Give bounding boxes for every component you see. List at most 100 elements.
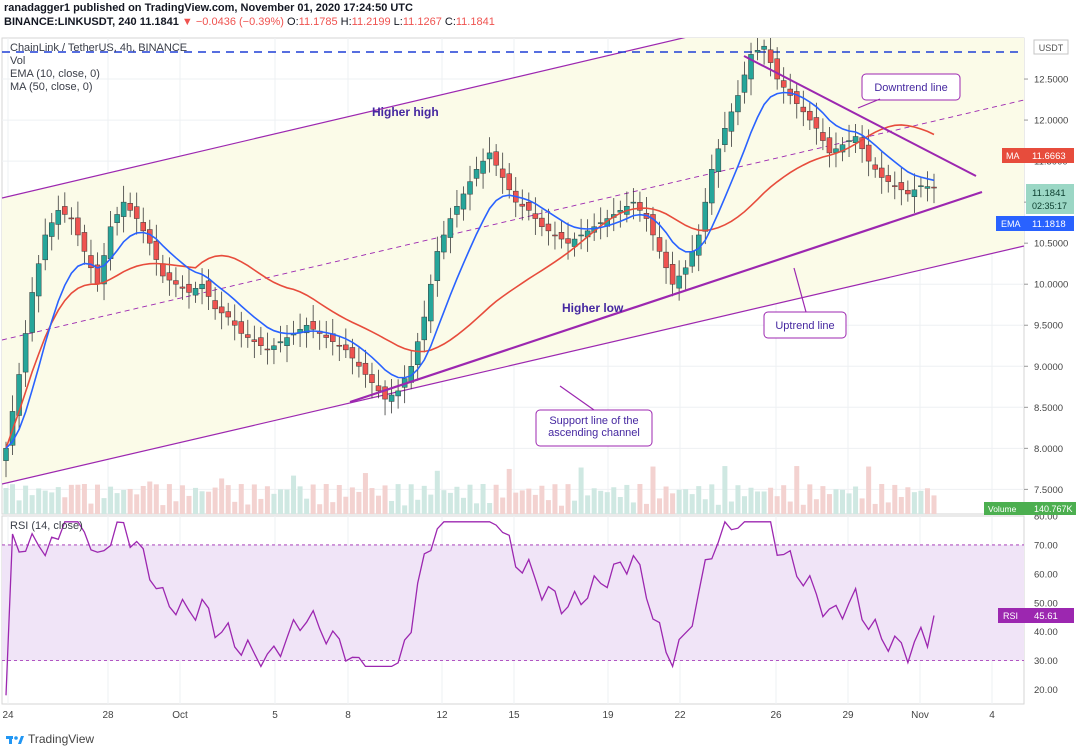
candle-body (630, 201, 637, 204)
ascending-channel-fill (2, 38, 1024, 484)
candle-body (29, 292, 35, 333)
tradingview-logo-icon (6, 736, 24, 744)
volume-bar (395, 484, 401, 514)
time-tick-label: 12 (436, 710, 448, 721)
volume-bar (297, 486, 303, 514)
price-scale[interactable]: 12.500012.000011.500011.000010.500010.00… (1024, 75, 1068, 496)
volume-bar (689, 494, 695, 514)
volume-bar (565, 484, 571, 514)
volume-bar (552, 484, 558, 514)
volume-bar (643, 503, 649, 514)
volume-bar (369, 488, 375, 514)
candle-body (565, 238, 571, 244)
time-tick-label: 28 (102, 710, 114, 721)
open-value: 11.1785 (298, 16, 338, 28)
candle-body (911, 189, 918, 197)
candle-body (395, 390, 401, 397)
volume-bar (245, 504, 251, 514)
time-tick-label: 19 (602, 710, 614, 721)
volume-bar (193, 487, 199, 514)
high-value: 11.2199 (351, 16, 391, 28)
volume-bar (147, 481, 153, 514)
ema-tag: EMA (1001, 219, 1021, 229)
volume-bar (317, 504, 323, 514)
currency-badge: USDT (1033, 39, 1069, 55)
candle-body (428, 283, 434, 322)
volume-bar (454, 486, 460, 514)
uptrend-label: Uptrend line (775, 320, 834, 332)
vol-legend: Vol (10, 55, 26, 67)
trendlines (349, 55, 983, 404)
candle-body (362, 362, 369, 375)
last-price-tag: 11.1841 02:35:17 (1026, 184, 1074, 214)
rsi-value: 45.61 (1034, 611, 1058, 622)
candle-body (460, 193, 467, 210)
volume-bar (264, 486, 270, 514)
volume-bar (428, 494, 434, 514)
volume-bar (232, 501, 238, 514)
volume-bar (683, 489, 689, 514)
volume-bar (519, 490, 525, 514)
candle-body (905, 189, 911, 195)
candle-body (761, 45, 767, 50)
candle-body (892, 185, 898, 187)
ema-value: 11.1818 (1032, 219, 1066, 230)
volume-bar (800, 504, 806, 514)
rsi-scale[interactable]: 80.00 70.00 60.00 50.00 40.00 30.00 20.00 (1034, 512, 1058, 697)
candle-body (277, 341, 284, 344)
candle-body (709, 169, 715, 204)
candle-body (264, 348, 271, 351)
candle-body (924, 186, 931, 189)
rsi-tick-label: 30.00 (1034, 656, 1058, 667)
candle-body (813, 117, 820, 129)
candle-body (75, 217, 81, 236)
support-callout: Support line of the ascending channel (535, 385, 653, 447)
uptrend-callout: Uptrend line (763, 267, 847, 339)
candle-body (637, 202, 643, 211)
candle-body (558, 232, 565, 240)
volume-bar (29, 495, 35, 514)
candle-body (153, 240, 160, 260)
volume-bar (493, 484, 499, 514)
candle-body (16, 374, 22, 416)
rsi-band (2, 544, 1024, 661)
chart-title: ChainLink / TetherUS, 4h, BINANCE (10, 42, 188, 54)
volume-bar (94, 484, 100, 514)
candle-body (846, 140, 852, 142)
candlesticks (3, 38, 937, 478)
volume-bar (820, 486, 826, 514)
volume-bar (500, 497, 506, 514)
volume-bar (911, 492, 917, 514)
candle-body (3, 448, 9, 461)
volume-bar (513, 492, 519, 514)
volume-bar (630, 502, 636, 514)
candle-body (715, 148, 722, 172)
volume-bars (3, 466, 937, 514)
candle-body (872, 164, 878, 170)
price-tick-label: 10.5000 (1034, 239, 1068, 250)
time-scale[interactable]: 24 28 Oct 5 8 12 15 19 22 26 29 Nov 4 (2, 710, 995, 721)
candle-body (382, 386, 388, 400)
candle-body (120, 201, 127, 217)
volume-bar (526, 488, 532, 514)
volume-bar (323, 484, 329, 514)
candle-body (186, 283, 192, 293)
volume-bar (16, 500, 22, 514)
volume-bar (670, 493, 676, 514)
volume-bar (258, 498, 264, 514)
candle-body (807, 110, 813, 121)
candle-body (231, 320, 238, 326)
rsi-tick-label: 70.00 (1034, 540, 1058, 551)
last-price: 11.1841 (139, 16, 179, 28)
candle-body (160, 263, 166, 277)
volume-bar (349, 487, 355, 514)
candle-body (447, 218, 454, 238)
candle-body (617, 210, 624, 213)
ma-tag: MA (1006, 151, 1020, 161)
publisher-line: ranadagger1 published on TradingView.com… (4, 2, 413, 14)
price-tick-label: 9.0000 (1034, 362, 1063, 373)
last-price-value: 11.1841 (1032, 188, 1066, 199)
volume-bar (591, 488, 597, 514)
candle-body (42, 234, 48, 261)
